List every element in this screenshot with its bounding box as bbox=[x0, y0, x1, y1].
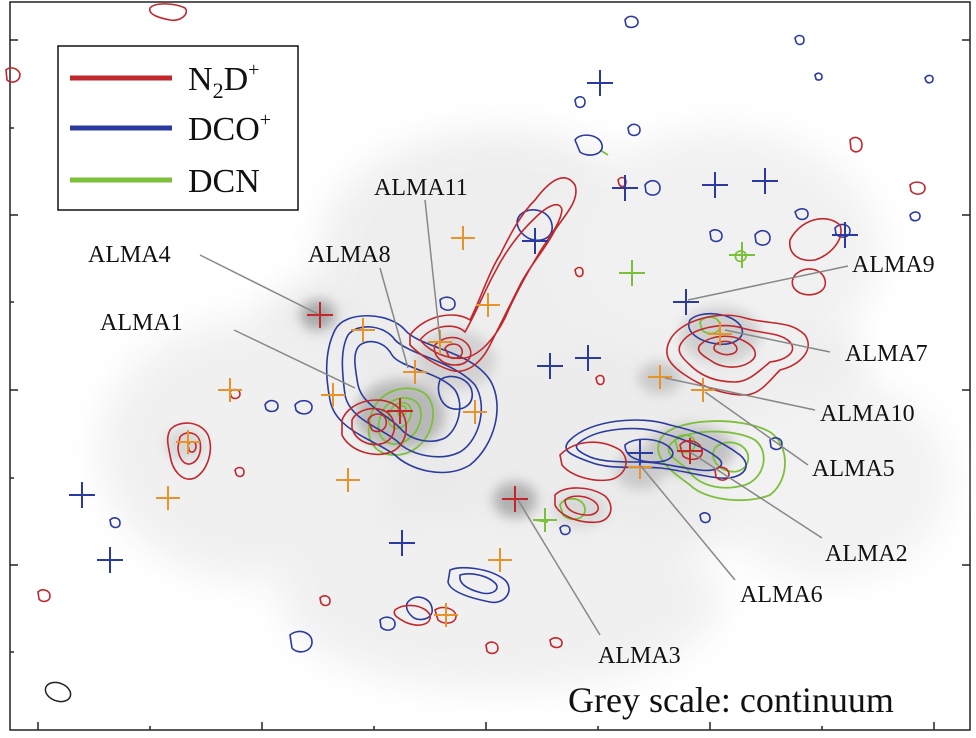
label-alma10: ALMA10 bbox=[820, 401, 915, 427]
blue-cross-markers bbox=[69, 70, 858, 573]
label-alma5: ALMA5 bbox=[812, 456, 895, 482]
legend-label-dcop: DCO+ bbox=[188, 109, 271, 148]
label-alma4: ALMA4 bbox=[88, 242, 171, 268]
axis-ticks bbox=[10, 39, 970, 730]
label-alma6: ALMA6 bbox=[740, 582, 823, 608]
legend: N2D+ DCO+ DCN bbox=[57, 45, 299, 211]
source-markers bbox=[69, 70, 858, 627]
red-cross-markers bbox=[307, 302, 703, 512]
label-alma11: ALMA11 bbox=[374, 175, 468, 201]
green-cross-markers bbox=[533, 242, 755, 532]
continuum-caption: Grey scale: continuum bbox=[568, 680, 894, 720]
label-alma8: ALMA8 bbox=[308, 242, 391, 268]
dcop-contours bbox=[109, 15, 934, 653]
label-alma9: ALMA9 bbox=[852, 252, 935, 278]
legend-label-dcn: DCN bbox=[188, 163, 260, 200]
label-leader-lines bbox=[199, 199, 849, 636]
beam-ellipse bbox=[44, 681, 72, 703]
label-alma2: ALMA2 bbox=[825, 541, 908, 567]
label-alma3: ALMA3 bbox=[598, 643, 681, 669]
label-alma1: ALMA1 bbox=[100, 310, 183, 336]
source-labels: ALMA4 ALMA1 ALMA8 ALMA11 ALMA9 ALMA7 ALM… bbox=[88, 175, 935, 669]
legend-label-n2dp: N2D+ bbox=[188, 59, 259, 103]
orange-cross-markers bbox=[156, 226, 732, 627]
label-alma7: ALMA7 bbox=[845, 341, 928, 367]
